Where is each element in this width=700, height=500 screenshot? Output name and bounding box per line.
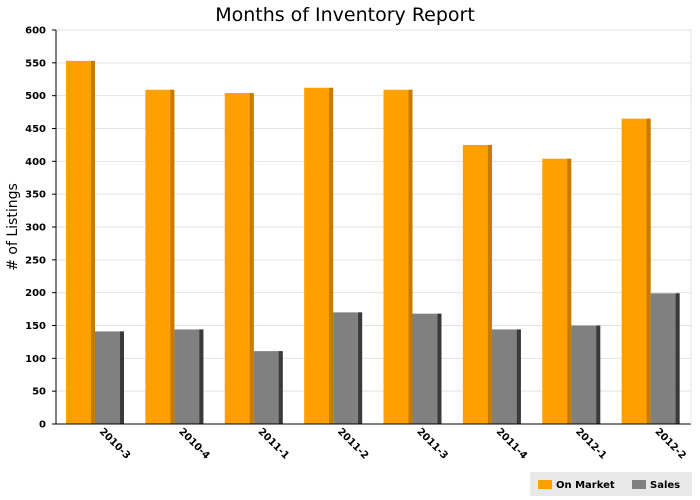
x-tick-label: 2010-4: [176, 426, 211, 461]
x-tick-label: 2011-4: [494, 426, 529, 461]
legend-label-sales: Sales: [650, 480, 680, 491]
y-tick-label: 500: [25, 91, 46, 102]
x-tick-label: 2012-2: [653, 426, 688, 461]
axes: [52, 29, 692, 425]
x-tick-label: 2011-3: [414, 426, 449, 461]
bar-on-market: [145, 89, 175, 425]
bar-on-market: [542, 158, 572, 424]
bar-shade-sales: [437, 313, 442, 424]
bar-shade-on-market: [249, 93, 254, 424]
bar-shade-sales: [516, 329, 521, 424]
bar-sales: [412, 313, 442, 424]
y-tick-labels: 0 50 100 150 200 250 300 350 400 450 500 550 600: [25, 26, 46, 431]
bar-shade-on-market: [408, 89, 413, 425]
bar-shade-sales: [120, 331, 124, 424]
bar-on-market: [304, 87, 334, 424]
legend-label-on-market: On Market: [556, 480, 615, 491]
x-tick-label: 2010-3: [97, 426, 132, 461]
bar-sales: [95, 331, 124, 424]
y-tick-label: 100: [25, 354, 46, 365]
bar-shade-sales: [675, 293, 680, 424]
legend-background: [530, 472, 692, 496]
y-tick-label: 0: [39, 420, 46, 431]
x-tick-labels: 2010-3 2010-4 2011-1 2011-2 2011-3 2011-4 2012…: [97, 426, 688, 461]
bar-on-market: [224, 93, 254, 424]
bars: [66, 60, 680, 425]
bar-shade-on-market: [646, 118, 651, 425]
x-tick-label: 2012-1: [573, 426, 608, 461]
bar-on-market: [462, 144, 492, 424]
bar-shade-sales: [278, 351, 283, 424]
bar-shade-on-market: [567, 158, 572, 424]
bar-shade-on-market: [170, 89, 175, 425]
bar-shade-sales: [596, 325, 601, 424]
legend-swatch-on-market: [538, 480, 552, 489]
bar-shade-sales: [358, 312, 363, 424]
y-tick-label: 350: [25, 190, 46, 201]
bar-sales: [571, 325, 601, 424]
y-tick-label: 400: [25, 157, 46, 168]
y-tick-label: 450: [25, 124, 46, 135]
bar-on-market: [621, 118, 651, 425]
bar-on-market: [383, 89, 413, 425]
y-tick-label: 200: [25, 288, 46, 299]
y-tick-label: 50: [32, 387, 46, 398]
bar-sales: [253, 351, 283, 424]
x-tick-label: 2011-1: [256, 426, 291, 461]
y-tick-label: 550: [25, 58, 46, 69]
y-tick-label: 150: [25, 321, 46, 332]
y-tick-label: 250: [25, 255, 46, 266]
bar-sales: [333, 312, 363, 424]
y-tick-label: 600: [25, 26, 46, 37]
bar-sales: [491, 329, 521, 424]
bar-shade-on-market: [329, 87, 334, 424]
legend-swatch-sales: [632, 480, 646, 489]
bar-sales: [650, 293, 680, 424]
y-tick-label: 300: [25, 223, 46, 234]
bar-shade-on-market: [487, 144, 492, 424]
legend: On Market Sales: [530, 472, 692, 496]
bar-on-market: [66, 60, 95, 424]
bar-sales: [174, 329, 204, 424]
bar-shade-on-market: [91, 60, 95, 424]
y-axis-label: # of Listings: [5, 183, 21, 271]
chart-title: Months of Inventory Report: [215, 4, 475, 26]
x-tick-label: 2011-2: [335, 426, 370, 461]
bar-shade-sales: [199, 329, 204, 424]
